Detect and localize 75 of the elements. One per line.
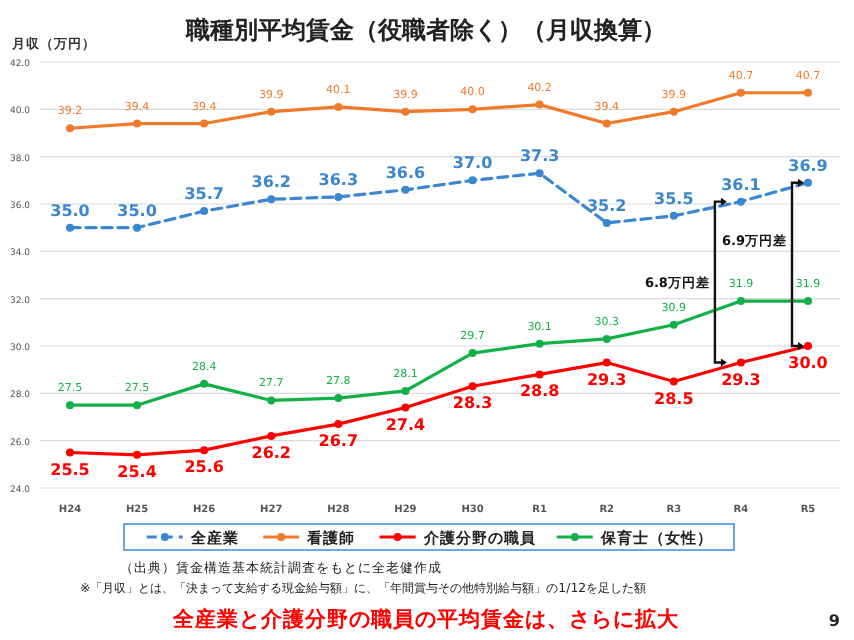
data-label: 35.7 [184,185,224,204]
point [133,119,142,128]
point [200,119,209,128]
data-label: 26.2 [251,443,292,462]
point [535,339,544,348]
point [133,450,142,459]
data-label: 36.6 [385,163,427,182]
point [267,431,276,440]
data-label: 37.0 [452,154,494,173]
point [602,334,611,343]
data-label: 35.0 [50,201,91,220]
data-label: 37.3 [519,147,560,166]
point [602,358,611,367]
point [66,124,74,133]
data-label: 30.0 [788,354,829,372]
data-label: 28.5 [654,389,695,408]
point [133,401,142,410]
point [468,349,477,358]
point [535,100,544,109]
point [334,102,343,111]
point [804,178,812,187]
point [535,169,544,178]
point [66,448,74,457]
point [804,297,812,306]
point [200,207,209,216]
data-label: 35.5 [654,189,695,208]
point [736,358,745,367]
data-label: 25.6 [184,458,225,477]
point [468,382,477,391]
data-label: 36.9 [788,156,829,175]
point [334,420,343,429]
point [200,446,209,455]
point [669,211,678,220]
point [401,403,410,412]
point [736,297,745,306]
point [401,185,410,194]
data-label: 36.3 [318,170,359,189]
data-label: 25.5 [50,460,91,479]
point [66,401,74,410]
data-label: 28.3 [452,394,493,413]
chart-title: 職種別平均賃金（役職者除く）（月収換算） [184,16,666,44]
data-label: 36.1 [721,175,762,194]
point [468,105,477,114]
point [602,119,611,128]
point [669,320,678,329]
point [602,218,611,227]
point [669,377,678,386]
point [669,107,678,116]
data-label: 25.4 [117,462,158,481]
point [468,176,477,185]
data-label: 35.0 [117,201,158,220]
point [804,342,812,350]
text: 9 [828,612,841,630]
data-label: 26.7 [318,432,359,451]
point [736,197,745,206]
point [66,223,74,232]
text: 全産業と介護分野の職員の平均賃金は、さらに拡大 [171,606,681,632]
data-label: 27.4 [385,415,427,434]
point [334,394,343,403]
point [200,379,209,388]
point [133,223,142,232]
data-label: 35.2 [586,196,627,215]
point [334,192,343,201]
point [535,370,544,379]
point [267,107,276,116]
point [401,386,410,395]
point [267,195,276,204]
data-label: 36.2 [251,173,292,192]
data-label: 28.8 [519,382,561,401]
point [804,88,812,97]
point [401,107,410,116]
data-label: 29.3 [586,370,627,389]
point [267,396,276,405]
point [736,88,745,97]
data-label: 29.3 [721,370,761,389]
